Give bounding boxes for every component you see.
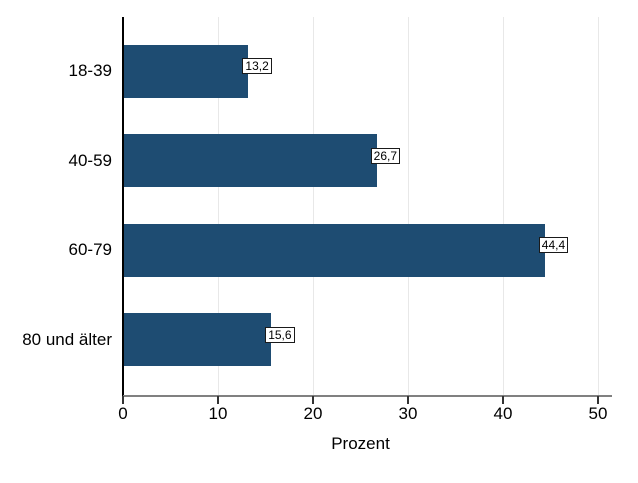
x-tick-label: 30 bbox=[398, 404, 418, 423]
gridline bbox=[503, 17, 504, 396]
bar bbox=[123, 313, 272, 366]
gridline bbox=[218, 17, 219, 396]
x-tick bbox=[217, 396, 219, 404]
x-axis-title: Prozent bbox=[331, 434, 390, 453]
value-label: 13,2 bbox=[242, 58, 272, 74]
x-tick bbox=[502, 396, 504, 404]
value-label: 44,4 bbox=[538, 237, 569, 253]
category-label: 60-79 bbox=[68, 240, 112, 259]
x-tick bbox=[407, 396, 409, 404]
category-label: 40-59 bbox=[68, 150, 112, 170]
category-label: 80 und älter bbox=[22, 329, 112, 349]
category-label: 18-39 bbox=[68, 61, 112, 80]
bar bbox=[123, 223, 545, 277]
bar bbox=[123, 44, 249, 98]
x-tick-label: 0 bbox=[118, 404, 128, 423]
gridline bbox=[598, 17, 599, 396]
x-tick bbox=[597, 396, 599, 404]
x-tick bbox=[312, 396, 314, 404]
gridline bbox=[313, 17, 314, 396]
bar bbox=[123, 134, 377, 187]
x-tick-label: 40 bbox=[493, 404, 513, 423]
x-tick bbox=[122, 396, 124, 404]
value-label: 26,7 bbox=[370, 147, 400, 164]
x-tick-label: 50 bbox=[588, 404, 608, 423]
x-tick-label: 10 bbox=[208, 404, 228, 423]
value-label: 15,6 bbox=[265, 326, 295, 343]
x-tick-label: 20 bbox=[303, 404, 323, 423]
gridline bbox=[408, 17, 409, 396]
y-axis-line bbox=[122, 17, 124, 396]
x-axis-line bbox=[123, 395, 612, 397]
